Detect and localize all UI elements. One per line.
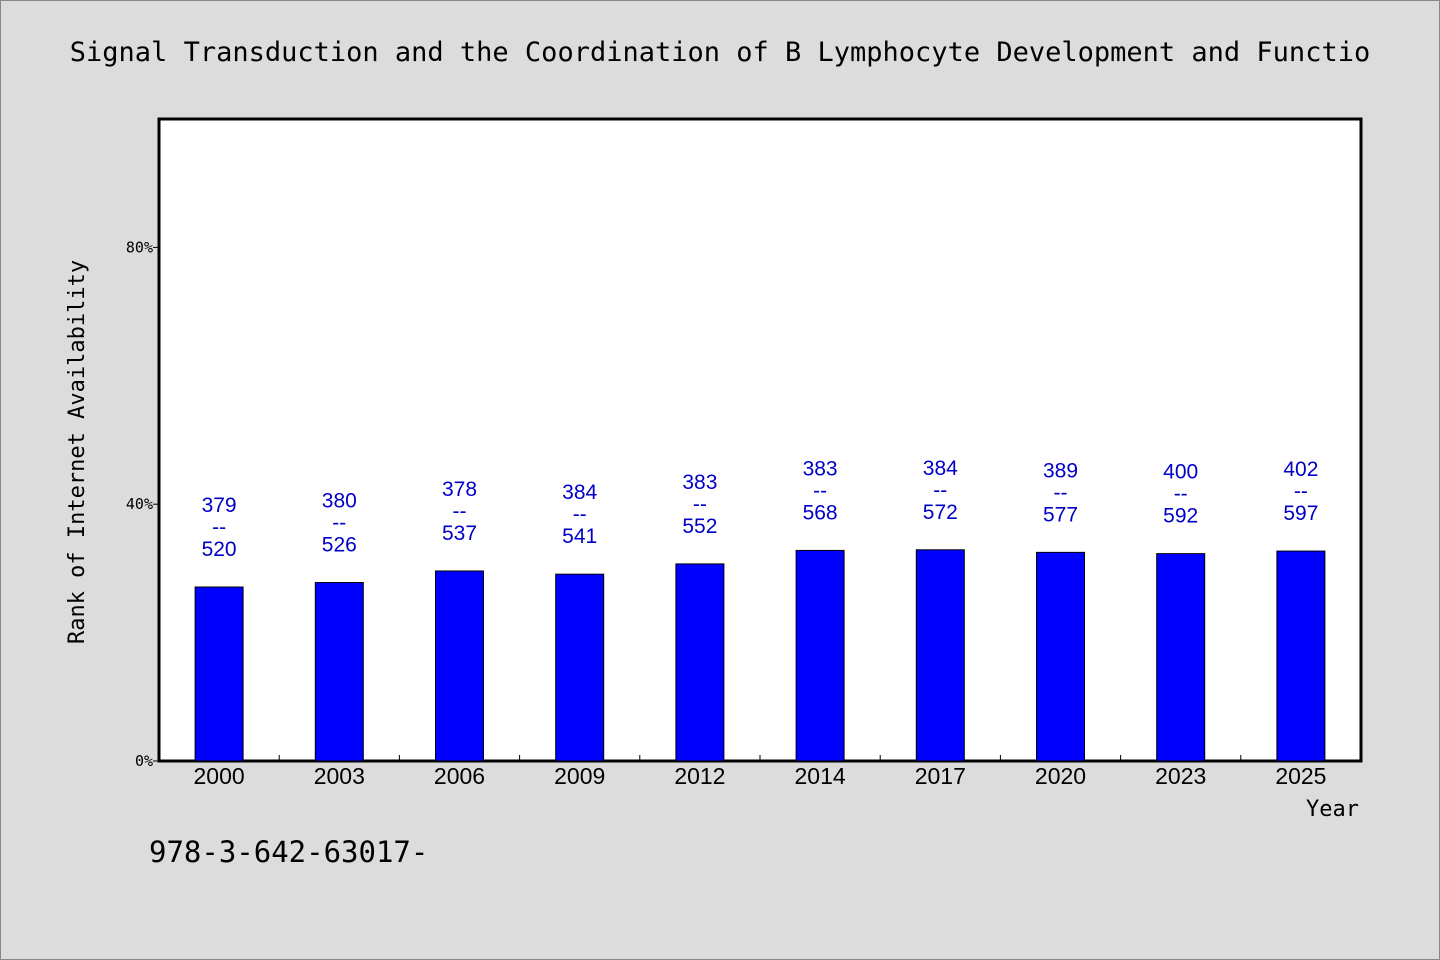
x-tick-label: 2025 bbox=[1275, 763, 1326, 789]
bar bbox=[675, 563, 725, 762]
data-label: 384 bbox=[923, 457, 958, 480]
bar bbox=[555, 573, 605, 762]
data-label: -- bbox=[1054, 481, 1068, 504]
data-labels: 379--520380--526378--537384--541383--552… bbox=[202, 457, 1319, 561]
x-tick-label: 2017 bbox=[915, 763, 966, 789]
data-label: 526 bbox=[322, 534, 357, 557]
x-axis: 2000 2003 2006 2009 2012 2014 2017 2020 2023 2025 bbox=[194, 755, 1326, 789]
x-tick-label: 2014 bbox=[795, 763, 846, 789]
data-label: 537 bbox=[442, 522, 477, 545]
data-label: -- bbox=[693, 493, 707, 516]
x-tick-label: 2009 bbox=[554, 763, 605, 789]
bar bbox=[435, 570, 484, 762]
data-label: 568 bbox=[803, 501, 838, 524]
data-label: 378 bbox=[442, 478, 477, 501]
data-label: 552 bbox=[682, 515, 717, 538]
chart-title: Signal Transduction and the Coordination… bbox=[70, 37, 1370, 68]
data-label: 380 bbox=[322, 490, 357, 513]
data-label: 520 bbox=[202, 538, 237, 561]
data-label: -- bbox=[212, 516, 226, 539]
data-label: 402 bbox=[1283, 458, 1318, 481]
data-label: -- bbox=[573, 503, 587, 526]
x-axis-title: Year bbox=[1306, 797, 1359, 822]
bar bbox=[1156, 553, 1206, 762]
x-tick-label: 2020 bbox=[1035, 763, 1086, 789]
data-label: -- bbox=[933, 479, 947, 502]
x-tick-label: 2000 bbox=[194, 763, 245, 789]
x-tick-label: 2012 bbox=[674, 763, 725, 789]
y-tick-label: 80% bbox=[126, 238, 153, 256]
footnote: 978-3-642-63017- bbox=[149, 835, 428, 869]
data-label: -- bbox=[813, 479, 827, 502]
data-label: 389 bbox=[1043, 459, 1078, 482]
bars bbox=[194, 549, 1326, 762]
data-label: -- bbox=[453, 500, 467, 523]
bar bbox=[194, 586, 244, 762]
bar bbox=[1036, 551, 1085, 762]
data-label: -- bbox=[1294, 480, 1308, 503]
data-label: -- bbox=[1174, 483, 1188, 506]
x-tick-label: 2003 bbox=[314, 763, 365, 789]
data-label: 597 bbox=[1283, 502, 1318, 525]
data-label: 400 bbox=[1163, 461, 1198, 484]
data-label: -- bbox=[332, 512, 346, 535]
bar bbox=[795, 549, 845, 762]
y-tick-label: 0% bbox=[135, 752, 153, 770]
y-axis-title: Rank of Internet Availability bbox=[65, 260, 90, 644]
data-label: 379 bbox=[202, 494, 237, 517]
data-label: 577 bbox=[1043, 503, 1078, 526]
data-label: 592 bbox=[1163, 505, 1198, 528]
data-label: 384 bbox=[562, 481, 597, 504]
data-label: 383 bbox=[803, 457, 838, 480]
bar bbox=[314, 582, 364, 762]
data-label: 572 bbox=[923, 501, 958, 524]
bar bbox=[915, 549, 965, 762]
y-axis: 0% 40% 80% bbox=[126, 238, 159, 770]
x-tick-label: 2006 bbox=[434, 763, 485, 789]
bar bbox=[1276, 550, 1326, 762]
x-tick-label: 2023 bbox=[1155, 763, 1206, 789]
data-label: 383 bbox=[682, 471, 717, 494]
y-tick-label: 40% bbox=[126, 495, 153, 513]
data-label: 541 bbox=[562, 525, 597, 548]
